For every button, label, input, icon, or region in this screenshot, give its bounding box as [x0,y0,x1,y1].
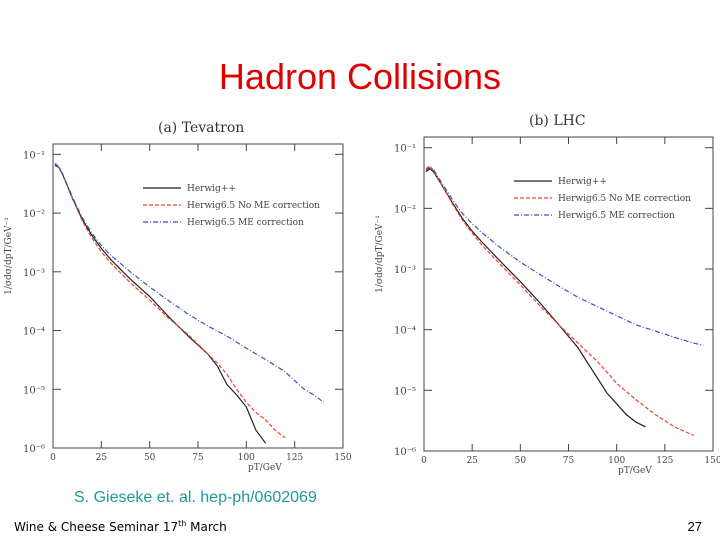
footer-month: March [190,520,227,534]
x-axis-label: pT/GeV [618,466,652,476]
series-line [425,167,646,428]
y-tick-label: 10⁻⁵ [23,385,45,396]
legend-label: Herwig6.5 ME correction [558,211,675,221]
tevatron-chart-svg: (a) Tevatron 0 25 50 75 100 125 150 10⁻¹ 10⁻² 10⁻³… [4,120,352,473]
series-line [54,162,286,439]
legend-label: Herwig6.5 No ME correction [187,201,320,211]
y-tick-label: 10⁻¹ [23,150,45,161]
y-tick-label: 10⁻² [23,209,45,220]
series-line [425,166,704,346]
x-tick-label: 50 [515,456,527,466]
lhc-chart-svg: (b) LHC 0 25 50 75 100 125 150 10⁻¹ 10⁻² 10⁻³ 10⁻⁴ 1… [375,113,720,476]
footer-superscript: th [178,519,187,528]
x-tick-label: 100 [238,453,255,463]
legend-label: Herwig++ [187,184,236,194]
chart-title: (a) Tevatron [158,120,244,136]
y-tick-label: 10⁻⁶ [23,444,45,455]
y-tick-label: 10⁻⁴ [23,327,45,338]
y-tick-label: 10⁻⁴ [394,326,416,337]
x-tick-label: 100 [608,456,625,466]
y-axis-label: 1/σdσ/dpT/GeV⁻¹ [375,215,385,293]
x-tick-label: 0 [50,453,56,463]
y-axis-label: 1/σdσ/dpT/GeV⁻¹ [4,217,14,295]
y-tick-label: 10⁻³ [23,268,45,279]
x-tick-label: 75 [192,453,204,463]
x-tick-label: 0 [421,456,427,466]
x-tick-label: 25 [466,456,478,466]
legend-label: Herwig++ [558,177,607,187]
page-number: 27 [687,519,702,534]
x-tick-label: 150 [334,453,351,463]
y-tick-label: 10⁻⁶ [394,447,416,458]
footer-seminar: Wine & Cheese Seminar 17 [14,520,179,534]
x-tick-label: 125 [656,456,673,466]
chart-title: (b) LHC [529,113,586,129]
x-axis-label: pT/GeV [248,463,282,473]
y-tick-label: 10⁻¹ [394,144,416,155]
lhc-chart: (b) LHC 0 25 50 75 100 125 150 10⁻¹ 10⁻² 10⁻³ 10⁻⁴ 1… [368,112,720,480]
y-tick-label: 10⁻³ [394,265,416,276]
y-tick-label: 10⁻² [394,204,416,215]
x-tick-label: 50 [144,453,156,463]
footer-text: Wine & Cheese Seminar 17th March [14,519,227,534]
page-title: Hadron Collisions [218,56,502,97]
citation: S. Gieseke et. al. hep-ph/0602069 [74,489,317,506]
x-tick-label: 150 [704,456,720,466]
x-tick-label: 25 [96,453,108,463]
legend-label: Herwig6.5 ME correction [187,218,304,228]
y-tick-label: 10⁻⁵ [394,386,416,397]
series-line [425,165,694,437]
legend-label: Herwig6.5 No ME correction [558,194,691,204]
series-line [54,163,325,403]
x-tick-label: 125 [286,453,303,463]
tevatron-chart: (a) Tevatron 0 25 50 75 100 125 150 10⁻¹ 10⁻² 10⁻³… [0,112,355,480]
x-tick-label: 75 [563,456,575,466]
